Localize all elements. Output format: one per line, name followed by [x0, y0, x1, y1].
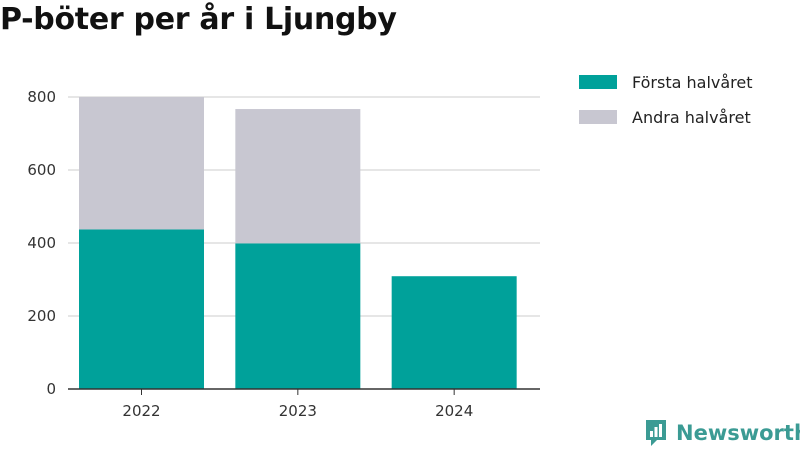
x-tick-label-2023: 2023 [279, 402, 317, 420]
y-tick-label-200: 200 [27, 307, 56, 325]
axes: 0 200 400 600 800 2022 2023 2024 [27, 88, 540, 420]
newsworthy-logo-icon [646, 420, 666, 446]
bar-2022-series-0 [79, 229, 204, 389]
legend-swatch-andra [579, 110, 617, 124]
legend-swatch-forsta [579, 75, 617, 89]
y-tick-label-0: 0 [46, 380, 56, 398]
y-tick-label-400: 400 [27, 234, 56, 252]
x-tick-label-2024: 2024 [435, 402, 473, 420]
legend: Första halvåret Andra halvåret [579, 70, 753, 129]
legend-item-andra: Andra halvåret [579, 105, 753, 129]
brand-logo: Newsworthy [644, 418, 800, 448]
bar-2023-series-0 [235, 243, 361, 389]
chart-title: P-böter per år i Ljungby [0, 2, 397, 37]
bar-2023-series-1 [235, 109, 361, 244]
legend-label-forsta: Första halvåret [632, 72, 753, 92]
brand-name: Newsworthy [676, 421, 800, 445]
bar-2024-series-0 [391, 276, 517, 389]
y-tick-label-600: 600 [27, 161, 56, 179]
bar-2022-series-1 [79, 97, 204, 230]
x-tick-label-2022: 2022 [122, 402, 160, 420]
bars [79, 97, 517, 389]
y-tick-label-800: 800 [27, 88, 56, 106]
legend-item-forsta: Första halvåret [579, 70, 753, 94]
legend-label-andra: Andra halvåret [632, 107, 751, 127]
